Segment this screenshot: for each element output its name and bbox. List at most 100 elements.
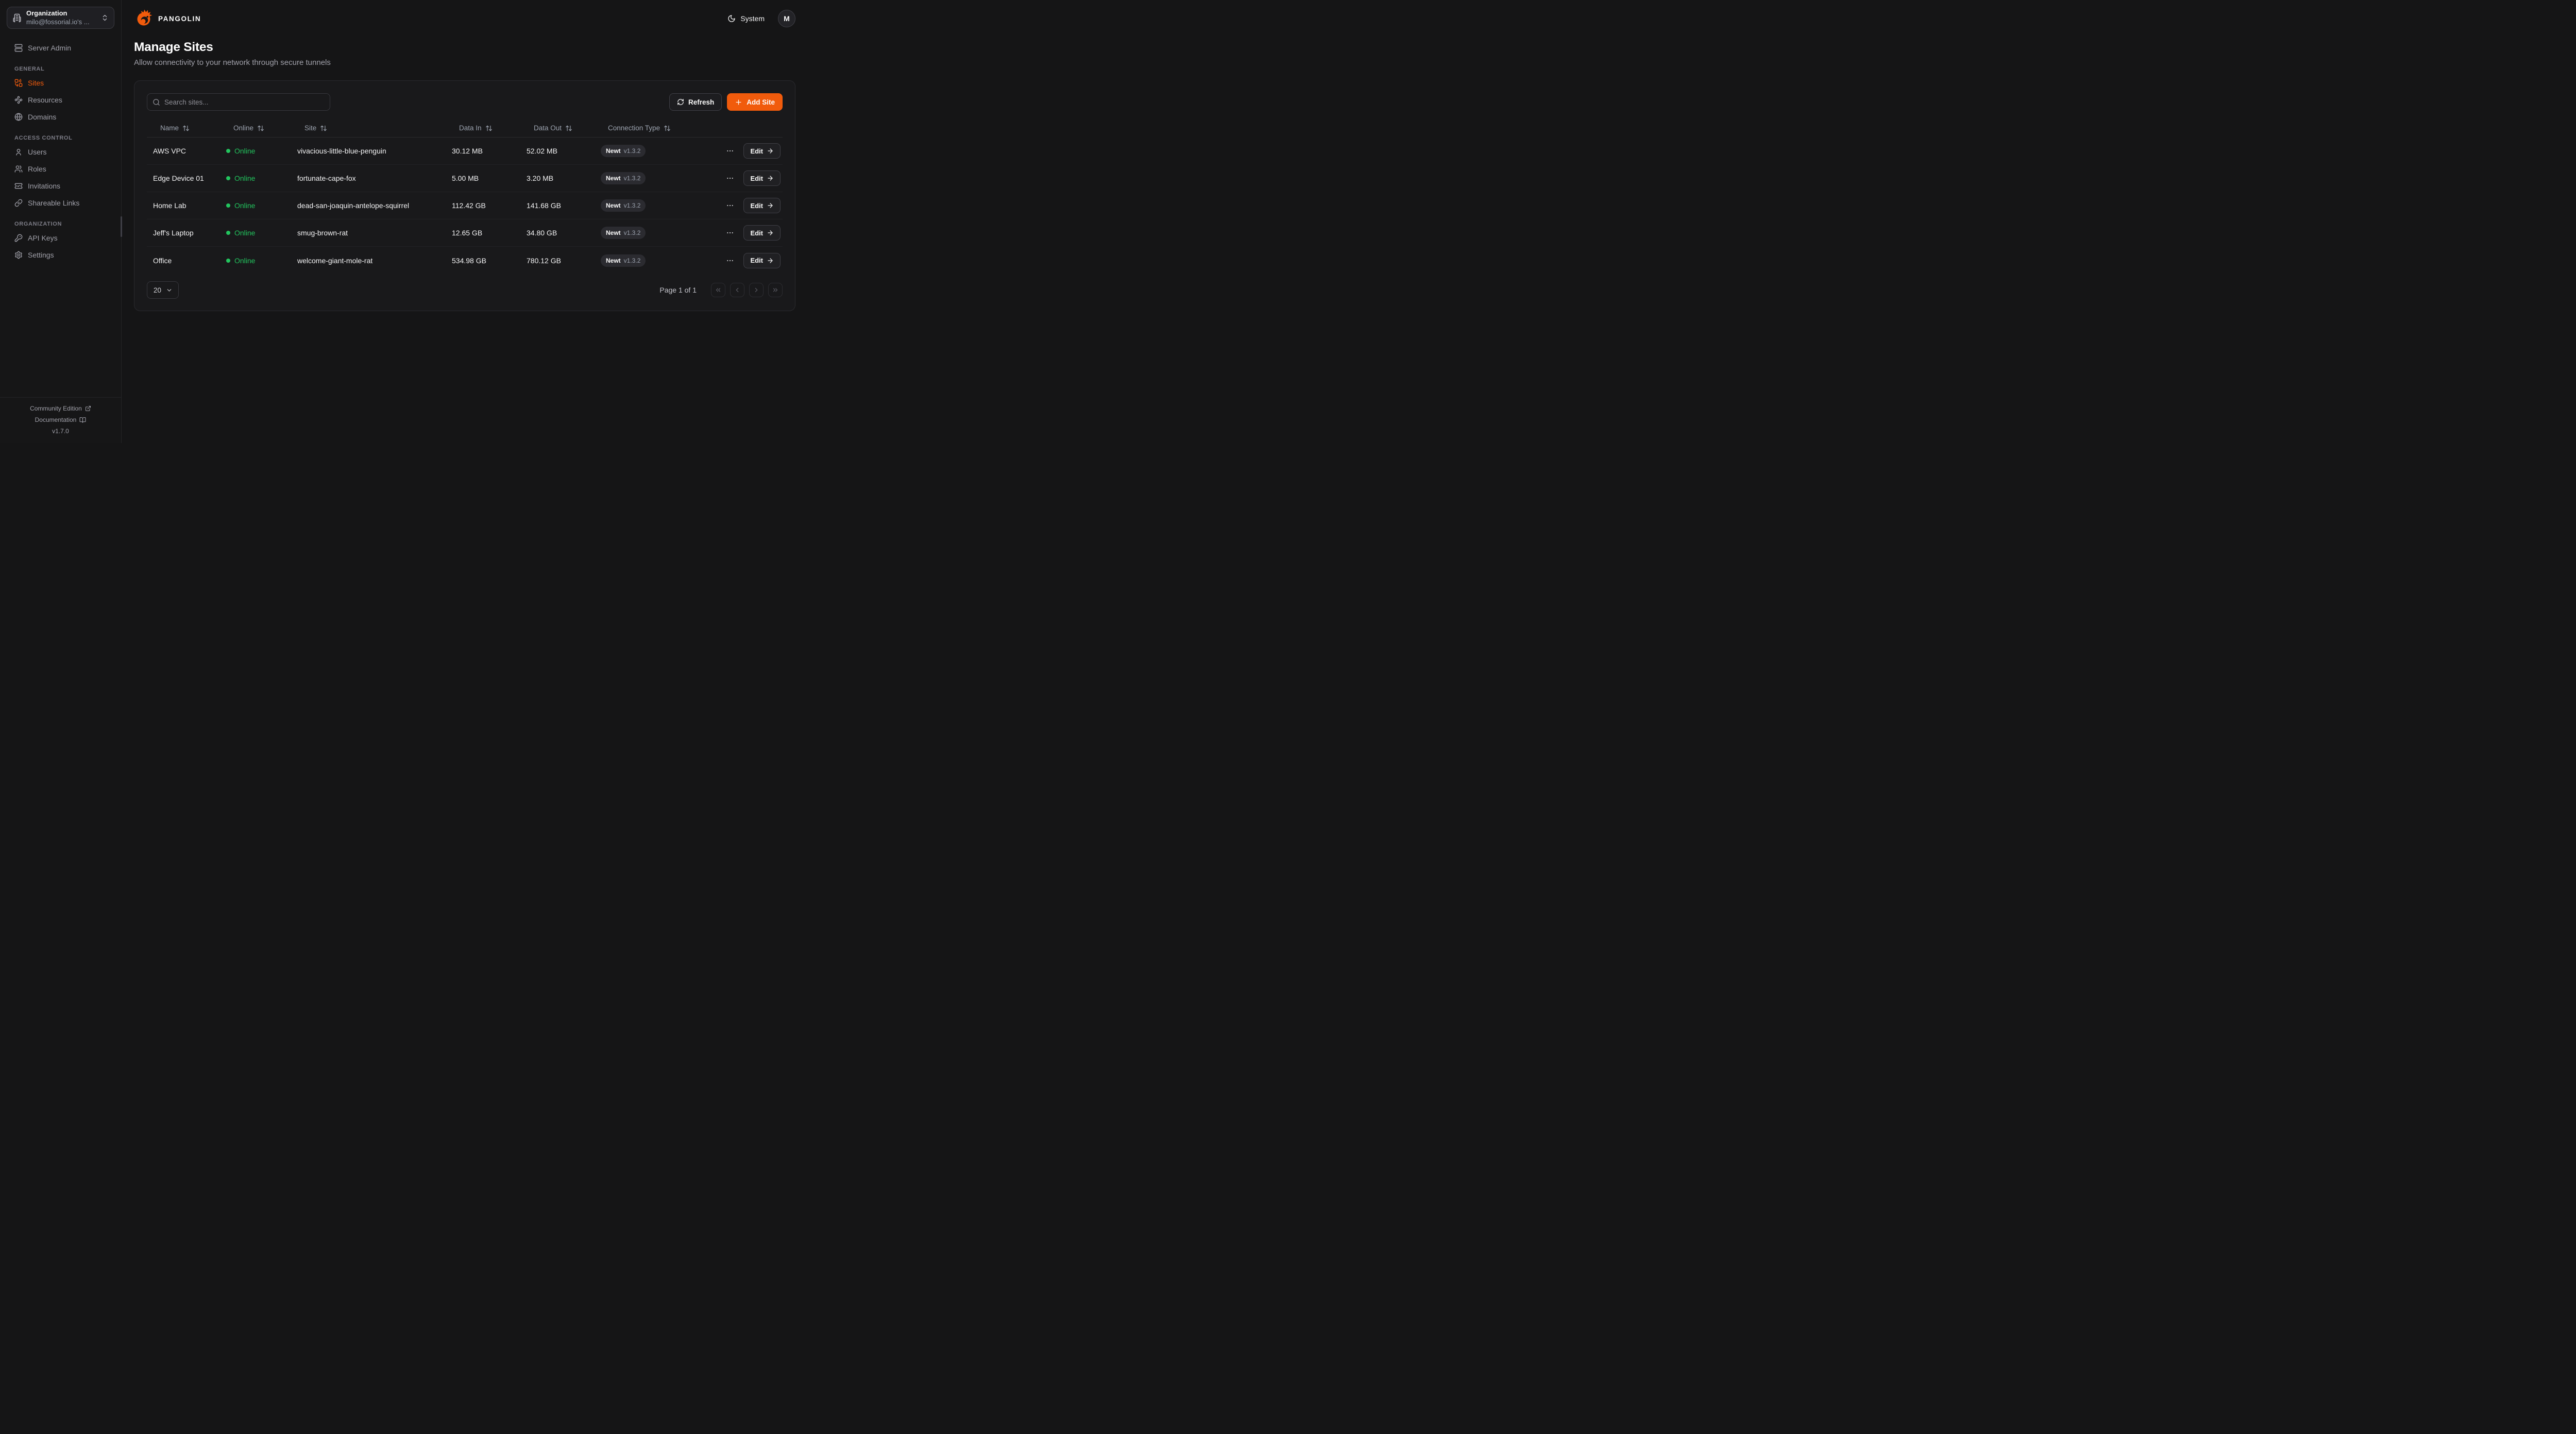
edit-site-button[interactable]: Edit (743, 252, 781, 268)
community-edition-link[interactable]: Community Edition (0, 403, 121, 414)
section-title-organization: ORGANIZATION (14, 221, 62, 227)
page-content: Manage Sites Allow connectivity to your … (122, 37, 808, 311)
row-actions-menu-button[interactable] (724, 254, 736, 267)
sidebar-item-label: Invitations (28, 181, 61, 190)
sidebar-item-settings[interactable]: Settings (6, 246, 115, 263)
table-row: AWS VPC Online vivacious-little-blue-pen… (147, 138, 783, 165)
sidebar: Organization milo@fossorial.io's ... Ser… (0, 0, 122, 443)
first-page-button[interactable] (711, 283, 725, 297)
online-status-label: Online (234, 229, 256, 237)
sidebar-item-resources[interactable]: Resources (6, 91, 115, 108)
connection-type-cell: Newt v1.3.2 (595, 254, 682, 267)
search-box[interactable] (147, 93, 330, 111)
search-input[interactable] (164, 98, 325, 106)
online-status-label: Online (234, 174, 256, 182)
sidebar-item-server-admin[interactable]: Server Admin (6, 39, 115, 56)
connection-type-cell: Newt v1.3.2 (595, 145, 682, 157)
ticket-check-icon (14, 182, 23, 190)
organization-value: milo@fossorial.io's ... (26, 18, 90, 26)
sidebar-item-roles[interactable]: Roles (6, 160, 115, 177)
key-icon (14, 234, 23, 242)
column-header-name[interactable]: Name (147, 124, 220, 132)
section-title-access-control: ACCESS CONTROL (14, 135, 73, 141)
pangolin-logo-icon (134, 9, 154, 28)
row-actions-cell: Edit (682, 170, 783, 186)
row-actions-cell: Edit (682, 252, 783, 268)
column-header-site[interactable]: Site (291, 124, 446, 132)
sites-card: Refresh Add Site Name Online (134, 80, 795, 311)
app-version: v1.7.0 (52, 428, 69, 435)
previous-page-button[interactable] (730, 283, 744, 297)
online-status-dot (226, 231, 230, 235)
chevron-down-icon (166, 287, 173, 294)
row-actions-menu-button[interactable] (724, 227, 736, 239)
row-actions-cell: Edit (682, 225, 783, 241)
sidebar-item-label: Settings (28, 250, 54, 259)
row-actions-menu-button[interactable] (724, 172, 736, 184)
site-name-cell: Edge Device 01 (153, 174, 204, 182)
page-size-select[interactable]: 20 (147, 281, 179, 299)
users-icon (14, 165, 23, 173)
sidebar-item-label: Resources (28, 95, 62, 104)
table-row: Office Online welcome-giant-mole-rat 534… (147, 247, 783, 274)
search-icon (152, 98, 160, 106)
online-status-label: Online (234, 147, 256, 155)
sidebar-nav: Server Admin GENERAL Sites Resources Dom… (0, 29, 121, 263)
sidebar-resize-handle[interactable] (121, 216, 122, 237)
sidebar-item-invitations[interactable]: Invitations (6, 177, 115, 194)
site-id-cell: dead-san-joaquin-antelope-squirrel (297, 201, 410, 210)
sidebar-item-sites[interactable]: Sites (6, 74, 115, 91)
sort-icon (485, 125, 493, 132)
globe-icon (14, 113, 23, 121)
site-status-cell: Online (220, 229, 291, 237)
site-status-cell: Online (220, 257, 291, 265)
column-header-connection-type[interactable]: Connection Type (595, 124, 682, 132)
site-name-cell: Jeff's Laptop (153, 229, 194, 237)
online-status-dot (226, 149, 230, 153)
arrow-right-icon (767, 202, 774, 209)
data-in-cell: 534.98 GB (452, 256, 486, 265)
connection-type-badge: Newt v1.3.2 (601, 145, 646, 157)
sidebar-item-label: Server Admin (28, 43, 72, 52)
refresh-button[interactable]: Refresh (669, 93, 722, 111)
sidebar-item-label: Roles (28, 164, 46, 173)
column-header-online[interactable]: Online (220, 124, 291, 132)
sidebar-item-shareable-links[interactable]: Shareable Links (6, 194, 115, 211)
site-name-cell: Home Lab (153, 201, 187, 210)
edit-site-button[interactable]: Edit (743, 170, 781, 186)
avatar[interactable]: M (778, 10, 795, 27)
connection-type-cell: Newt v1.3.2 (595, 172, 682, 184)
row-actions-menu-button[interactable] (724, 199, 736, 212)
next-page-button[interactable] (749, 283, 764, 297)
connection-type-badge: Newt v1.3.2 (601, 199, 646, 212)
site-id-cell: welcome-giant-mole-rat (297, 256, 373, 265)
site-status-cell: Online (220, 201, 291, 210)
theme-toggle-button[interactable]: System (727, 14, 765, 23)
edit-site-button[interactable]: Edit (743, 143, 781, 159)
column-header-data-in[interactable]: Data In (446, 124, 520, 132)
sidebar-item-label: Domains (28, 112, 57, 121)
table-row: Edge Device 01 Online fortunate-cape-fox… (147, 165, 783, 192)
sidebar-item-users[interactable]: Users (6, 143, 115, 160)
book-open-icon (79, 417, 86, 423)
arrow-right-icon (767, 175, 774, 182)
row-actions-cell: Edit (682, 143, 783, 159)
add-site-button[interactable]: Add Site (727, 93, 783, 111)
sidebar-item-domains[interactable]: Domains (6, 108, 115, 125)
edit-site-button[interactable]: Edit (743, 198, 781, 213)
site-id-cell: smug-brown-rat (297, 229, 348, 237)
add-site-label: Add Site (747, 98, 775, 106)
sites-table: Name Online Site Data In (147, 119, 783, 274)
sidebar-item-label: Users (28, 147, 47, 156)
column-header-data-out[interactable]: Data Out (520, 124, 595, 132)
connection-type-cell: Newt v1.3.2 (595, 227, 682, 239)
site-status-cell: Online (220, 147, 291, 155)
row-actions-menu-button[interactable] (724, 145, 736, 157)
organization-selector[interactable]: Organization milo@fossorial.io's ... (7, 7, 114, 29)
edit-site-button[interactable]: Edit (743, 225, 781, 241)
documentation-link[interactable]: Documentation (0, 414, 121, 425)
last-page-button[interactable] (768, 283, 783, 297)
sidebar-item-api-keys[interactable]: API Keys (6, 229, 115, 246)
data-out-cell: 52.02 MB (527, 147, 557, 155)
user-icon (14, 148, 23, 156)
